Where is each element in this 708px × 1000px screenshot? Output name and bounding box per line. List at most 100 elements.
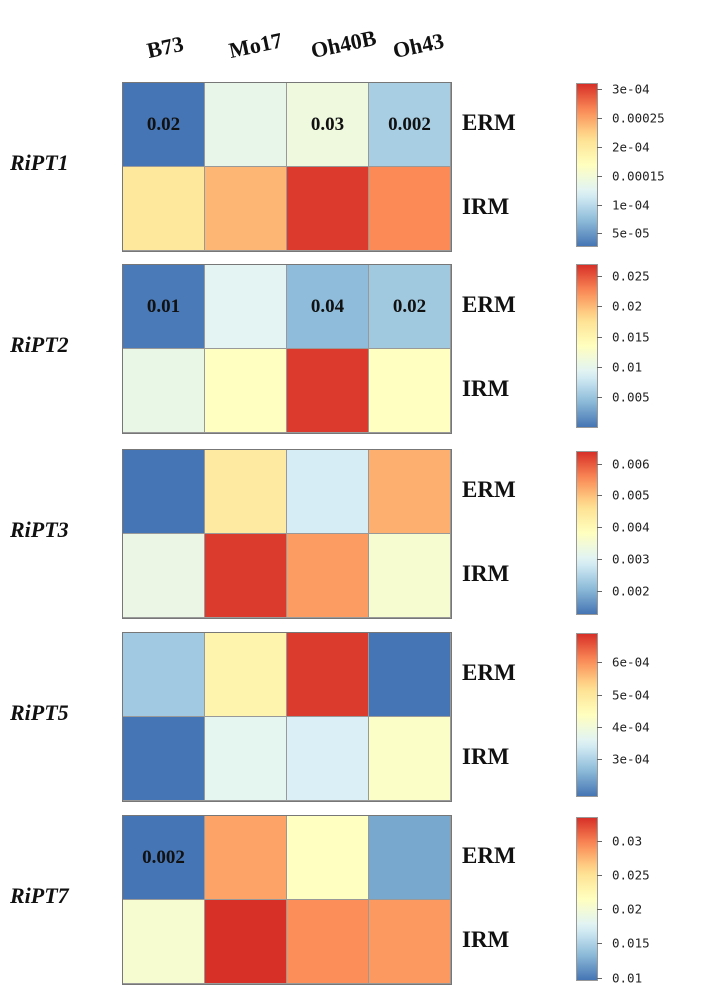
legend-tick-label: 0.002 bbox=[612, 583, 650, 599]
heatmap-panel-ript3 bbox=[122, 449, 452, 619]
heatmap-cell bbox=[287, 349, 369, 433]
legend-tick-label: 0.003 bbox=[612, 551, 650, 567]
heatmap-cell bbox=[205, 717, 287, 801]
legend-tick-mark bbox=[597, 590, 602, 592]
row-label-erm: ERM bbox=[462, 660, 516, 685]
legend-tick-label: 0.025 bbox=[612, 268, 650, 284]
heatmap-cell bbox=[369, 167, 451, 251]
legend-tick-mark bbox=[597, 909, 602, 911]
gene-label-ript2: RiPT2 bbox=[10, 332, 69, 357]
heatmap-cell bbox=[369, 349, 451, 433]
legend-tick-label: 0.00025 bbox=[612, 110, 665, 126]
legend-tick-label: 0.02 bbox=[612, 901, 643, 917]
heatmap-cell bbox=[123, 900, 205, 984]
color-legend-ript1 bbox=[576, 83, 598, 247]
heatmap-panel-ript2: 0.01 0.04 0.02 bbox=[122, 264, 452, 434]
heatmap-cell bbox=[205, 349, 287, 433]
legend-tick-label: 3e-04 bbox=[612, 81, 650, 97]
heatmap-cell: 0.002 bbox=[123, 816, 205, 900]
heatmap-cell: 0.02 bbox=[369, 265, 451, 349]
heatmap-cell: 0.002 bbox=[369, 83, 451, 167]
heatmap-cell bbox=[123, 534, 205, 618]
legend-tick-mark bbox=[597, 204, 602, 206]
row-label-erm: ERM bbox=[462, 843, 516, 868]
legend-tick-label: 0.005 bbox=[612, 487, 650, 503]
legend-tick-label: 4e-04 bbox=[612, 719, 650, 735]
legend-tick-label: 0.025 bbox=[612, 867, 650, 883]
legend-tick-mark bbox=[597, 175, 602, 177]
legend-tick-label: 0.004 bbox=[612, 519, 650, 535]
cell-annotation: 0.01 bbox=[146, 295, 181, 317]
heatmap-cell bbox=[287, 167, 369, 251]
heatmap-cell bbox=[287, 900, 369, 984]
heatmap-cell bbox=[205, 167, 287, 251]
gene-label-ript5: RiPT5 bbox=[10, 700, 69, 725]
legend-tick-label: 3e-04 bbox=[612, 751, 650, 767]
cell-annotation: 0.002 bbox=[388, 113, 431, 135]
heatmap-cell bbox=[123, 450, 205, 534]
heatmap-cell bbox=[287, 633, 369, 717]
cell-annotation: 0.002 bbox=[142, 846, 185, 868]
legend-tick-mark bbox=[597, 726, 602, 728]
legend-tick-mark bbox=[597, 366, 602, 368]
heatmap-cell bbox=[287, 450, 369, 534]
row-label-irm: IRM bbox=[462, 194, 510, 219]
color-legend-ript2 bbox=[576, 264, 598, 428]
column-label-oh40b: Oh40B bbox=[308, 24, 379, 64]
legend-tick-mark bbox=[597, 759, 602, 761]
heatmap-cell bbox=[369, 900, 451, 984]
legend-tick-mark bbox=[597, 306, 602, 308]
legend-tick-label: 0.00015 bbox=[612, 168, 665, 184]
heatmap-cell bbox=[205, 265, 287, 349]
legend-tick-mark bbox=[597, 336, 602, 338]
heatmap-cell bbox=[205, 816, 287, 900]
heatmap-cell bbox=[205, 450, 287, 534]
gene-label-ript1: RiPT1 bbox=[10, 150, 69, 175]
heatmap-cell: 0.03 bbox=[287, 83, 369, 167]
heatmap-panel-ript7: 0.002 bbox=[122, 815, 452, 985]
column-label-b73: B73 bbox=[144, 30, 186, 64]
heatmap-cell bbox=[205, 900, 287, 984]
legend-tick-label: 0.015 bbox=[612, 329, 650, 345]
legend-tick-mark bbox=[597, 146, 602, 148]
heatmap-cell bbox=[369, 450, 451, 534]
legend-tick-mark bbox=[597, 463, 602, 465]
legend-tick-mark bbox=[597, 527, 602, 529]
column-label-oh43: Oh43 bbox=[390, 27, 447, 64]
gene-label-ript7: RiPT7 bbox=[10, 883, 69, 908]
color-legend-ript5 bbox=[576, 633, 598, 797]
cell-annotation: 0.03 bbox=[310, 113, 345, 135]
heatmap-cell bbox=[287, 816, 369, 900]
heatmap-cell bbox=[123, 349, 205, 433]
heatmap-cell bbox=[369, 717, 451, 801]
heatmap-cell bbox=[287, 534, 369, 618]
legend-tick-mark bbox=[597, 662, 602, 664]
color-legend-ript3 bbox=[576, 451, 598, 615]
heatmap-cell bbox=[123, 717, 205, 801]
legend-tick-mark bbox=[597, 943, 602, 945]
legend-tick-mark bbox=[597, 233, 602, 235]
legend-tick-mark bbox=[597, 276, 602, 278]
gene-label-ript3: RiPT3 bbox=[10, 517, 69, 542]
legend-tick-mark bbox=[597, 875, 602, 877]
legend-tick-label: 0.01 bbox=[612, 970, 643, 986]
heatmap-panel-ript1: 0.02 0.03 0.002 bbox=[122, 82, 452, 252]
legend-tick-mark bbox=[597, 977, 602, 979]
legend-tick-label: 0.005 bbox=[612, 389, 650, 405]
heatmap-cell bbox=[205, 633, 287, 717]
legend-tick-label: 0.01 bbox=[612, 359, 643, 375]
heatmap-cell bbox=[369, 633, 451, 717]
legend-tick-label: 0.015 bbox=[612, 935, 650, 951]
heatmap-cell bbox=[369, 816, 451, 900]
row-label-irm: IRM bbox=[462, 744, 510, 769]
heatmap-cell bbox=[369, 534, 451, 618]
row-label-erm: ERM bbox=[462, 477, 516, 502]
legend-tick-label: 2e-04 bbox=[612, 139, 650, 155]
heatmap-cell: 0.04 bbox=[287, 265, 369, 349]
legend-tick-label: 6e-04 bbox=[612, 654, 650, 670]
legend-tick-mark bbox=[597, 559, 602, 560]
legend-tick-mark bbox=[597, 117, 602, 119]
legend-tick-label: 0.006 bbox=[612, 456, 650, 472]
cell-annotation: 0.04 bbox=[310, 295, 345, 317]
cell-annotation: 0.02 bbox=[146, 113, 181, 135]
